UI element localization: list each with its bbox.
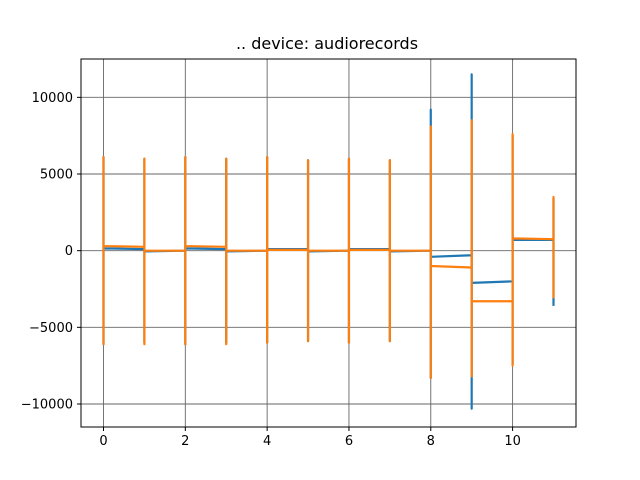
x-tick-label: 0 bbox=[99, 434, 107, 449]
x-tick-label: 8 bbox=[427, 434, 435, 449]
x-tick-label: 2 bbox=[181, 434, 189, 449]
y-tick-label: −5000 bbox=[29, 321, 73, 336]
x-tick-label: 4 bbox=[263, 434, 271, 449]
y-tick-label: −10000 bbox=[21, 398, 73, 413]
plot-frame bbox=[80, 58, 577, 428]
x-tick-label: 10 bbox=[504, 434, 521, 449]
y-tick-label: 0 bbox=[65, 244, 73, 259]
chart-title: .. device: audiorecords bbox=[236, 34, 418, 53]
y-tick-label: 5000 bbox=[40, 168, 73, 183]
ticks: 0 2 4 6 8 10 −10000 −5000 0 5000 10000 bbox=[21, 91, 521, 449]
grid bbox=[81, 59, 576, 427]
series-layer bbox=[102, 73, 555, 410]
x-tick-label: 6 bbox=[345, 434, 353, 449]
y-tick-label: 10000 bbox=[32, 91, 73, 106]
series-line-1 bbox=[102, 73, 555, 410]
series-line-2 bbox=[102, 119, 555, 380]
